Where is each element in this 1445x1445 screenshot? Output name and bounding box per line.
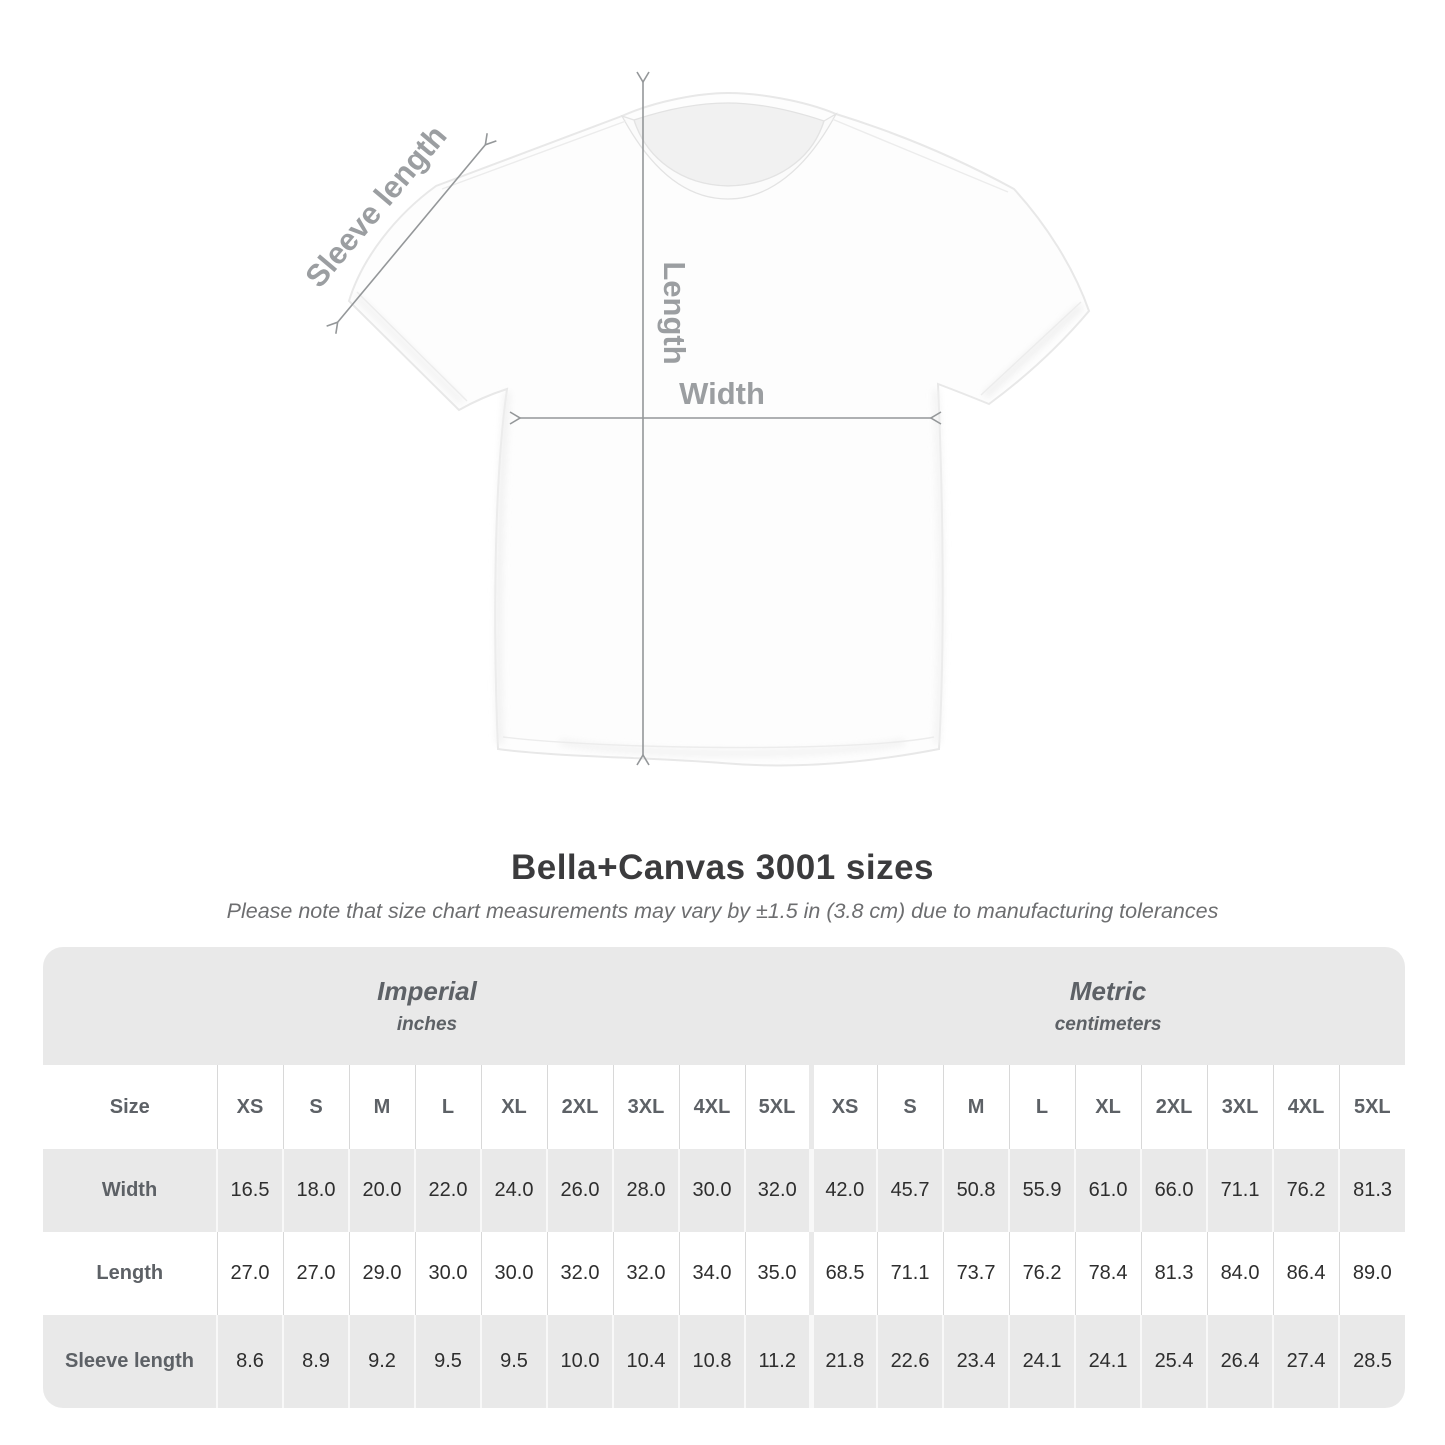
value-cell: 10.0 (546, 1315, 613, 1408)
value-cell: 71.1 (1206, 1149, 1274, 1232)
value-cell: 16.5 (216, 1149, 283, 1232)
value-cell: 68.5 (808, 1232, 878, 1315)
value-cell: 9.2 (348, 1315, 415, 1408)
value-cell: 23.4 (942, 1315, 1010, 1408)
value-cell: 24.1 (1008, 1315, 1076, 1408)
value-cell: 66.0 (1140, 1149, 1208, 1232)
value-cell: 30.0 (678, 1149, 745, 1232)
size-col-header: S (282, 1065, 349, 1149)
value-cell: 8.9 (282, 1315, 349, 1408)
value-cell: 22.6 (876, 1315, 944, 1408)
value-cell: 8.6 (216, 1315, 283, 1408)
table-row: Sleeve length 8.6 8.9 9.2 9.5 9.5 10.0 10.4 10.8… (43, 1315, 1405, 1408)
value-cell: 29.0 (348, 1232, 415, 1315)
value-cell: 21.8 (808, 1315, 878, 1408)
metric-band: Metric centimeters (811, 947, 1405, 1065)
row-label: Sleeve length (43, 1315, 217, 1408)
value-cell: 81.3 (1140, 1232, 1208, 1315)
size-col-header: XL (480, 1065, 547, 1149)
size-col-header: L (1008, 1065, 1076, 1149)
size-table-body: Width 16.5 18.0 20.0 22.0 24.0 26.0 28.0 30.0 32.… (43, 1149, 1405, 1408)
value-cell: 45.7 (876, 1149, 944, 1232)
table-row: Width 16.5 18.0 20.0 22.0 24.0 26.0 28.0 30.0 32.… (43, 1149, 1405, 1232)
value-cell: 61.0 (1074, 1149, 1142, 1232)
value-cell: 32.0 (612, 1232, 679, 1315)
length-arrow-label: Length (657, 261, 692, 364)
value-cell: 18.0 (282, 1149, 349, 1232)
width-arrow-label: Width (679, 376, 765, 411)
value-cell: 22.0 (414, 1149, 481, 1232)
value-cell: 24.0 (480, 1149, 547, 1232)
size-header-row: Size XS S M L XL 2XL 3XL 4XL 5XL XS S M L XL 2XL 3XL 4XL… (43, 1065, 1405, 1149)
value-cell: 20.0 (348, 1149, 415, 1232)
size-col-header: 4XL (1272, 1065, 1340, 1149)
tshirt-measurement-diagram: Width Length Sleeve length (298, 0, 1091, 767)
value-cell: 10.4 (612, 1315, 679, 1408)
value-cell: 28.5 (1338, 1315, 1405, 1408)
size-col-header: M (942, 1065, 1010, 1149)
tshirt-photo (347, 91, 1091, 767)
value-cell: 28.0 (612, 1149, 679, 1232)
value-cell: 32.0 (743, 1149, 812, 1232)
unit-band-row: Imperial inches Metric centimeters (43, 947, 1405, 1065)
value-cell: 42.0 (808, 1149, 878, 1232)
value-cell: 27.0 (216, 1232, 283, 1315)
size-column-title: Size (43, 1065, 217, 1149)
metric-unit-label: centimeters (1054, 1013, 1162, 1035)
value-cell: 10.8 (678, 1315, 745, 1408)
size-col-header: 4XL (678, 1065, 745, 1149)
value-cell: 71.1 (876, 1232, 944, 1315)
value-cell: 34.0 (678, 1232, 745, 1315)
value-cell: 86.4 (1272, 1232, 1340, 1315)
value-cell: 35.0 (744, 1232, 812, 1315)
value-cell: 26.4 (1206, 1315, 1274, 1408)
size-col-header: 3XL (1206, 1065, 1274, 1149)
size-col-header: 2XL (546, 1065, 613, 1149)
value-cell: 27.4 (1272, 1315, 1340, 1408)
value-cell: 30.0 (414, 1232, 481, 1315)
value-cell: 76.2 (1272, 1149, 1340, 1232)
size-col-header: 2XL (1140, 1065, 1208, 1149)
value-cell: 84.0 (1206, 1232, 1274, 1315)
size-col-header: 5XL (744, 1065, 812, 1149)
value-cell: 55.9 (1008, 1149, 1076, 1232)
value-cell: 24.1 (1074, 1315, 1142, 1408)
value-cell: 27.0 (282, 1232, 349, 1315)
size-col-header: S (876, 1065, 944, 1149)
value-cell: 26.0 (546, 1149, 613, 1232)
size-col-header: M (348, 1065, 415, 1149)
value-cell: 89.0 (1338, 1232, 1405, 1315)
row-label: Length (43, 1232, 217, 1315)
value-cell: 76.2 (1008, 1232, 1076, 1315)
tolerance-note: Please note that size chart measurements… (226, 899, 1219, 923)
value-cell: 11.2 (743, 1315, 812, 1408)
imperial-label: Imperial (377, 975, 477, 1006)
value-cell: 30.0 (480, 1232, 547, 1315)
sleeve-arrow (337, 144, 486, 323)
value-cell: 9.5 (414, 1315, 481, 1408)
size-col-header: XS (216, 1065, 283, 1149)
value-cell: 9.5 (480, 1315, 547, 1408)
imperial-band: Imperial inches (43, 947, 812, 1065)
row-label: Width (43, 1149, 217, 1232)
page-title: Bella+Canvas 3001 sizes (510, 848, 935, 887)
value-cell: 73.7 (942, 1232, 1010, 1315)
value-cell: 50.8 (942, 1149, 1010, 1232)
value-cell: 81.3 (1338, 1149, 1405, 1232)
imperial-unit-label: inches (396, 1013, 458, 1035)
table-row: Length 27.0 27.0 29.0 30.0 30.0 32.0 32.0 34.0 35… (43, 1232, 1405, 1315)
value-cell: 32.0 (546, 1232, 613, 1315)
metric-label: Metric (1069, 975, 1147, 1006)
size-table: Imperial inches Metric centimeters Size … (43, 947, 1405, 1408)
size-col-header: XL (1074, 1065, 1142, 1149)
value-cell: 25.4 (1140, 1315, 1208, 1408)
size-col-header: 5XL (1338, 1065, 1405, 1149)
size-col-header: L (414, 1065, 481, 1149)
size-col-header: 3XL (612, 1065, 679, 1149)
value-cell: 78.4 (1074, 1232, 1142, 1315)
size-col-header: XS (808, 1065, 878, 1149)
